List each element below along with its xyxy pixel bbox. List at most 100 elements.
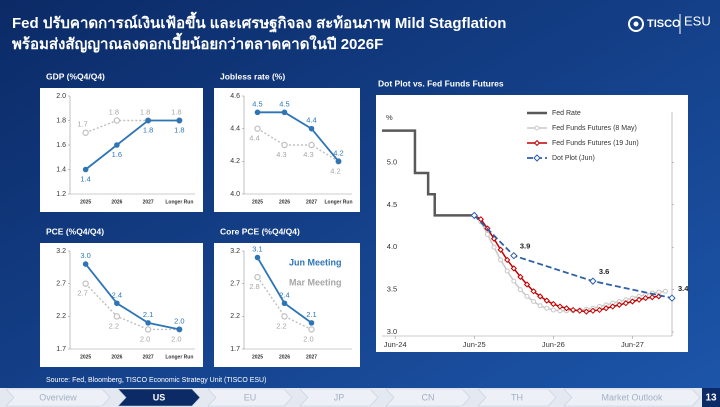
series-legend: Mar Meeting (289, 277, 342, 287)
series-line (382, 129, 475, 217)
series-marker (530, 288, 537, 295)
series-marker (531, 298, 537, 304)
series-marker (563, 305, 570, 312)
series-marker (281, 141, 288, 149)
series-marker (491, 244, 497, 250)
series-marker (254, 273, 261, 281)
x-tick-label: 2027 (306, 199, 317, 205)
series-marker (511, 278, 517, 284)
x-tick-label: 2025 (252, 354, 263, 360)
x-tick-label: Jun-27 (621, 340, 644, 349)
data-label: 1.7 (77, 120, 87, 129)
y-tick-label: 2.2 (230, 313, 240, 320)
series-marker (114, 142, 120, 148)
y-tick-label: 1.7 (56, 346, 66, 353)
series-legend: Jun Meeting (289, 257, 342, 267)
series-marker (308, 326, 315, 333)
series-marker (524, 293, 530, 299)
nav-tab-label[interactable]: EU (244, 392, 257, 402)
series-marker (308, 125, 315, 132)
series-marker (470, 211, 478, 220)
series-marker (308, 320, 315, 326)
data-label: 3.1 (252, 245, 262, 254)
series-marker (570, 306, 577, 314)
data-label: 1.8 (140, 107, 150, 116)
x-tick-label: 2026 (279, 199, 290, 205)
series-marker (668, 294, 676, 302)
data-label: 4.3 (276, 150, 286, 159)
logo-esu: ESU (684, 13, 711, 28)
series-line (257, 111, 340, 162)
nav-tab[interactable] (477, 388, 557, 407)
series-line (85, 119, 180, 171)
legend-marker (533, 154, 541, 162)
series-marker (144, 326, 152, 333)
y-tick-label: 2.2 (56, 313, 66, 320)
series-marker (254, 254, 261, 261)
y-tick-label: 3.0 (387, 327, 397, 336)
x-tick-label: Jun-24 (384, 340, 407, 349)
y-tick-label: 4.0 (387, 242, 397, 251)
data-label: 2.4 (279, 290, 289, 299)
nav-tab[interactable] (207, 388, 293, 407)
data-label: 4.4 (306, 116, 316, 125)
nav-tab[interactable] (563, 388, 701, 407)
chart-title: PCE (%Q4/Q4) (46, 226, 104, 236)
series-marker (145, 320, 151, 326)
series-marker (550, 307, 556, 313)
nav-tab-label[interactable]: Market Outlook (601, 392, 663, 402)
nav-tab[interactable] (385, 388, 471, 407)
series-line (473, 214, 673, 299)
series-marker (504, 268, 510, 274)
x-tick-label: Longer Run (324, 199, 352, 205)
y-tick-label: 4.2 (230, 158, 240, 165)
data-label: 2.7 (77, 289, 87, 298)
nav-tab-label[interactable]: US (153, 392, 166, 402)
logo-icon (633, 21, 639, 27)
nav-tab[interactable] (299, 388, 379, 407)
data-label: 4.5 (279, 99, 289, 108)
legend-label: Fed Funds Futures (19 Jun) (552, 140, 639, 147)
series-marker (583, 308, 590, 315)
series-line (257, 128, 339, 162)
series-marker (82, 261, 89, 267)
series-marker (576, 307, 583, 314)
nav-tab[interactable] (5, 388, 111, 407)
legend-label: Fed Rate (552, 110, 581, 117)
data-label: 4.2 (330, 166, 340, 175)
data-label: 3.0 (80, 251, 90, 260)
series-marker (662, 288, 668, 294)
series-marker (550, 300, 557, 308)
data-label: 2.0 (174, 316, 184, 325)
nav-tab-label[interactable]: TH (511, 392, 523, 402)
chart-title: Jobless rate (%) (220, 71, 285, 81)
data-label: 2.0 (171, 334, 181, 343)
y-tick-label: 2.7 (56, 281, 66, 288)
y-tick-label: 2.0 (56, 93, 66, 100)
x-tick-label: 2026 (279, 354, 290, 360)
series-marker (622, 300, 629, 307)
data-label: 2.1 (306, 310, 316, 319)
series-marker (281, 313, 288, 320)
chart-panel (376, 95, 688, 352)
nav-tab-label[interactable]: JP (334, 392, 345, 402)
y-tick-label: 1.7 (230, 346, 240, 353)
series-marker (523, 281, 531, 288)
nav-tab-label[interactable]: Overview (39, 392, 77, 402)
data-label: 1.8 (143, 125, 153, 134)
y-tick-label: 5.0 (387, 157, 397, 166)
series-marker (497, 246, 504, 253)
data-label: 2.1 (143, 310, 153, 319)
data-label: 2.2 (109, 321, 119, 330)
series-marker (517, 287, 523, 293)
series-marker (504, 256, 511, 264)
nav-tab-label[interactable]: CN (422, 392, 435, 402)
data-label: 2.8 (249, 282, 259, 291)
x-tick-label: 2025 (80, 199, 91, 205)
nav-tab[interactable] (117, 388, 201, 407)
series-marker (537, 293, 544, 300)
data-label: 1.8 (171, 107, 181, 116)
x-tick-label: Jun-26 (542, 340, 565, 349)
data-label: 3.9 (520, 242, 530, 251)
